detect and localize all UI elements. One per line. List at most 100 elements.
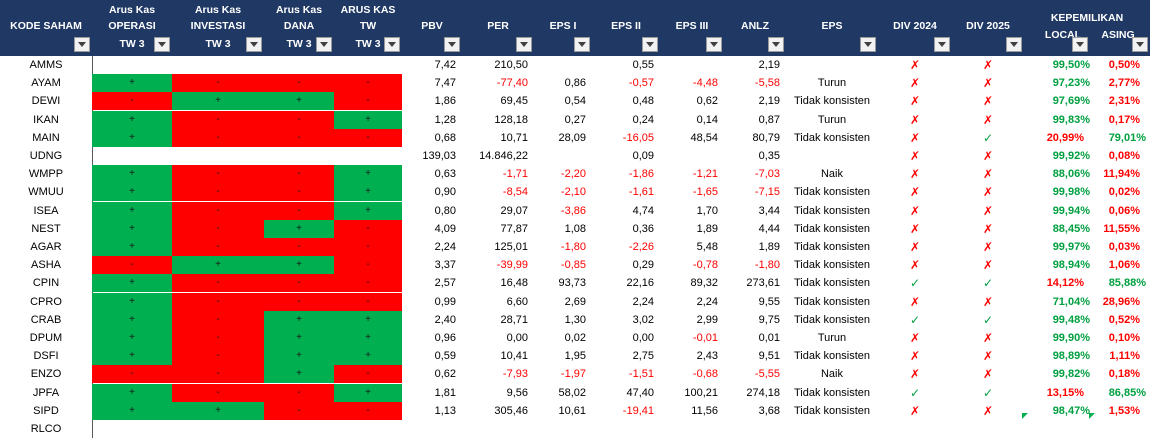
cross-icon[interactable]: ✗: [982, 185, 994, 200]
foreign-ownership-cell[interactable]: 11,94%: [1103, 168, 1140, 181]
local-ownership-cell[interactable]: 99,48%: [1052, 313, 1090, 326]
cashflow-cell[interactable]: +: [92, 310, 172, 329]
local-ownership-cell[interactable]: 99,94%: [1052, 204, 1090, 217]
cross-icon[interactable]: ✗: [909, 258, 921, 273]
filter-dropdown-div2024[interactable]: [934, 37, 950, 52]
cross-icon[interactable]: ✗: [982, 294, 994, 309]
per-cell[interactable]: -39,99: [496, 259, 528, 272]
foreign-ownership-cell[interactable]: 86,85%: [1108, 386, 1146, 399]
cashflow-cell[interactable]: -: [264, 201, 334, 220]
cashflow-cell[interactable]: +: [334, 329, 402, 347]
eps3-cell[interactable]: -1,65: [692, 186, 718, 199]
eps2-cell[interactable]: -16,05: [622, 131, 654, 144]
cross-icon[interactable]: ✗: [909, 331, 921, 345]
foreign-ownership-cell[interactable]: 0,03%: [1108, 241, 1140, 253]
eps1-cell[interactable]: 1,95: [564, 350, 586, 363]
pbv-cell[interactable]: 1,13: [434, 404, 456, 417]
cross-icon[interactable]: ✗: [982, 76, 994, 91]
eps-trend-cell[interactable]: Tidak konsisten: [793, 295, 871, 308]
eps-trend-cell[interactable]: Tidak konsisten: [793, 95, 871, 108]
eps-trend-cell[interactable]: Tidak konsisten: [793, 277, 871, 290]
cashflow-cell[interactable]: -: [172, 274, 264, 293]
cashflow-cell[interactable]: +: [92, 219, 172, 238]
per-cell[interactable]: 305,46: [494, 404, 528, 417]
cashflow-cell[interactable]: [92, 147, 172, 165]
cashflow-cell[interactable]: +: [172, 401, 264, 420]
cross-icon[interactable]: ✗: [909, 403, 921, 418]
pbv-cell[interactable]: 0,90: [434, 186, 456, 199]
anlz-cell[interactable]: -1,80: [754, 259, 780, 272]
eps2-cell[interactable]: 0,24: [632, 113, 654, 126]
foreign-ownership-cell[interactable]: 0,17%: [1108, 113, 1140, 126]
eps1-cell[interactable]: 1,30: [564, 313, 586, 326]
check-icon[interactable]: ✓: [982, 385, 994, 400]
per-cell[interactable]: -8,54: [502, 186, 528, 199]
foreign-ownership-cell[interactable]: 11,55%: [1103, 222, 1140, 235]
eps1-cell[interactable]: -3,86: [560, 204, 586, 217]
foreign-ownership-cell[interactable]: 0,02%: [1108, 186, 1140, 199]
cashflow-cell[interactable]: -: [172, 74, 264, 93]
foreign-ownership-cell[interactable]: 28,96%: [1102, 295, 1140, 308]
local-ownership-cell[interactable]: 88,06%: [1052, 168, 1090, 181]
cross-icon[interactable]: ✗: [909, 203, 921, 218]
check-icon[interactable]: ✓: [982, 312, 994, 327]
pbv-cell[interactable]: 1,86: [434, 95, 456, 108]
cashflow-cell[interactable]: -: [334, 292, 402, 311]
eps-trend-cell[interactable]: Tidak konsisten: [793, 404, 871, 417]
eps3-cell[interactable]: 48,54: [690, 131, 718, 144]
pbv-cell[interactable]: 7,42: [434, 59, 456, 71]
foreign-ownership-cell[interactable]: 1,11%: [1109, 350, 1140, 363]
per-cell[interactable]: 16,48: [500, 277, 528, 290]
cashflow-cell[interactable]: +: [172, 256, 264, 275]
anlz-cell[interactable]: 9,51: [758, 350, 780, 363]
eps2-cell[interactable]: 2,75: [632, 350, 654, 363]
cashflow-cell[interactable]: -: [92, 256, 172, 275]
cross-icon[interactable]: ✗: [982, 403, 994, 418]
foreign-ownership-cell[interactable]: [1094, 420, 1150, 438]
cashflow-cell[interactable]: [264, 56, 334, 74]
local-ownership-cell[interactable]: 13,15%: [1046, 386, 1084, 399]
anlz-cell[interactable]: 0,01: [758, 332, 780, 344]
stock-code-cell[interactable]: AGAR: [30, 241, 62, 253]
eps1-cell[interactable]: [534, 420, 592, 438]
filter-dropdown-ak-operasi[interactable]: [154, 37, 170, 52]
per-cell[interactable]: [462, 420, 534, 438]
cashflow-cell[interactable]: -: [334, 401, 402, 420]
stock-code-cell[interactable]: DEWI: [31, 95, 61, 108]
cashflow-cell[interactable]: -: [334, 256, 402, 275]
eps1-cell[interactable]: -0,85: [560, 259, 586, 272]
foreign-ownership-cell[interactable]: 85,88%: [1108, 277, 1146, 290]
local-ownership-cell[interactable]: 99,82%: [1052, 368, 1090, 381]
anlz-cell[interactable]: -5,55: [754, 368, 780, 381]
eps3-cell[interactable]: -0,78: [692, 259, 718, 272]
cashflow-cell[interactable]: +: [264, 365, 334, 384]
stock-code-cell[interactable]: CRAB: [30, 313, 62, 326]
stock-code-cell[interactable]: SIPD: [33, 404, 59, 417]
cross-icon[interactable]: ✗: [909, 294, 921, 309]
local-ownership-cell[interactable]: 99,50%: [1052, 59, 1090, 71]
eps3-cell[interactable]: 1,70: [696, 204, 718, 217]
pbv-cell[interactable]: 4,09: [434, 222, 456, 235]
per-cell[interactable]: 9,56: [506, 386, 528, 399]
cashflow-cell[interactable]: +: [334, 383, 402, 402]
cashflow-cell[interactable]: +: [92, 183, 172, 202]
stock-code-cell[interactable]: MAIN: [32, 131, 60, 144]
eps-trend-cell[interactable]: Tidak konsisten: [793, 350, 871, 363]
anlz-cell[interactable]: 9,55: [758, 295, 780, 308]
div2024-cell[interactable]: [878, 420, 952, 438]
foreign-ownership-cell[interactable]: 79,01%: [1108, 131, 1146, 144]
cashflow-cell[interactable]: [264, 420, 334, 438]
per-cell[interactable]: 69,45: [500, 95, 528, 108]
eps1-cell[interactable]: 0,86: [564, 77, 586, 90]
eps-trend-cell[interactable]: Naik: [820, 168, 843, 181]
cross-icon[interactable]: ✗: [909, 149, 921, 163]
eps3-cell[interactable]: 2,99: [696, 313, 718, 326]
cross-icon[interactable]: ✗: [909, 130, 921, 145]
stock-code-cell[interactable]: IKAN: [33, 113, 59, 126]
cashflow-cell[interactable]: -: [334, 238, 402, 256]
cashflow-cell[interactable]: +: [92, 274, 172, 293]
pbv-cell[interactable]: 0,99: [434, 295, 456, 308]
local-ownership-cell[interactable]: 99,90%: [1052, 332, 1090, 344]
anlz-cell[interactable]: 2,19: [758, 59, 780, 71]
cashflow-cell[interactable]: [172, 56, 264, 74]
